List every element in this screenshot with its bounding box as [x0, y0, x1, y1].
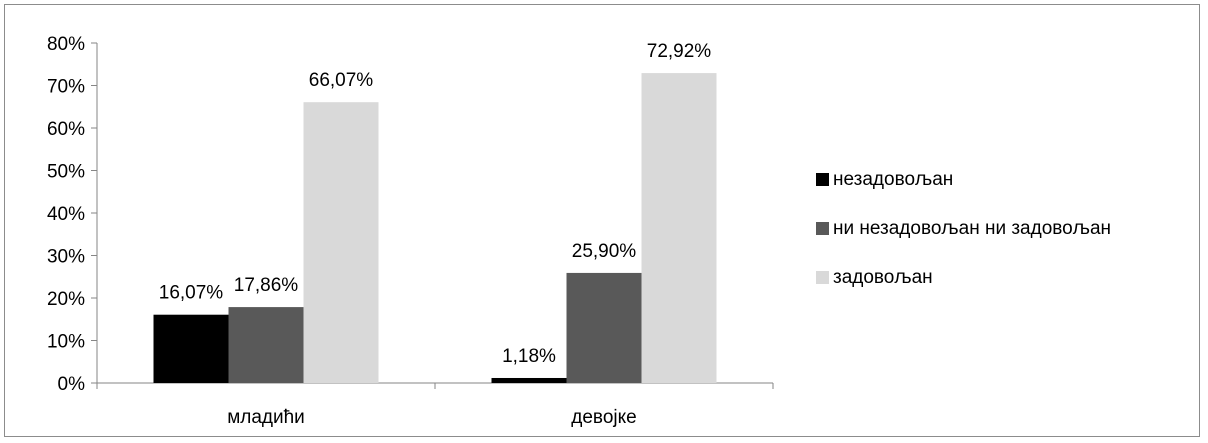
legend-swatch [816, 271, 829, 284]
legend-swatch [816, 173, 829, 186]
y-tick-label: 20% [47, 289, 85, 310]
bar [641, 73, 717, 383]
bar [303, 102, 379, 383]
data-label: 17,86% [234, 275, 299, 296]
y-tick-label: 10% [47, 332, 85, 353]
legend-label: незадовољан [833, 169, 953, 190]
x-category-label: девојке [571, 407, 636, 428]
bar [491, 377, 567, 383]
bar [153, 314, 229, 383]
bar [228, 307, 304, 383]
y-tick-label: 70% [47, 77, 85, 98]
data-label: 72,92% [647, 41, 712, 62]
x-category-label: младићи [227, 407, 305, 428]
legend-swatch [816, 222, 829, 235]
data-label: 66,07% [309, 70, 374, 91]
y-tick-label: 40% [47, 204, 85, 225]
legend-label: задовољан [833, 267, 933, 288]
bar [566, 272, 642, 383]
y-tick-label: 30% [47, 247, 85, 268]
x-axis: младићи девојке [96, 382, 774, 428]
data-label: 16,07% [159, 283, 224, 304]
legend: незадовољан ни незадовољан ни задовољан за… [816, 169, 1111, 288]
data-label: 1,18% [502, 346, 556, 367]
legend-label: ни незадовољан ни задовољан [833, 218, 1111, 239]
y-tick-label: 60% [47, 119, 85, 140]
data-label: 25,90% [572, 241, 637, 262]
y-tick-label: 0% [58, 374, 86, 395]
y-tick-label: 80% [47, 34, 85, 55]
y-tick-label: 50% [47, 162, 85, 183]
data-labels: 16,07% 17,86% 66,07% 1,18% 25,90% 72,92% [159, 41, 712, 367]
y-axis: 0% 10% 20% 30% 40% 50% 60% 70% 80% [47, 34, 98, 395]
bars [153, 73, 717, 383]
